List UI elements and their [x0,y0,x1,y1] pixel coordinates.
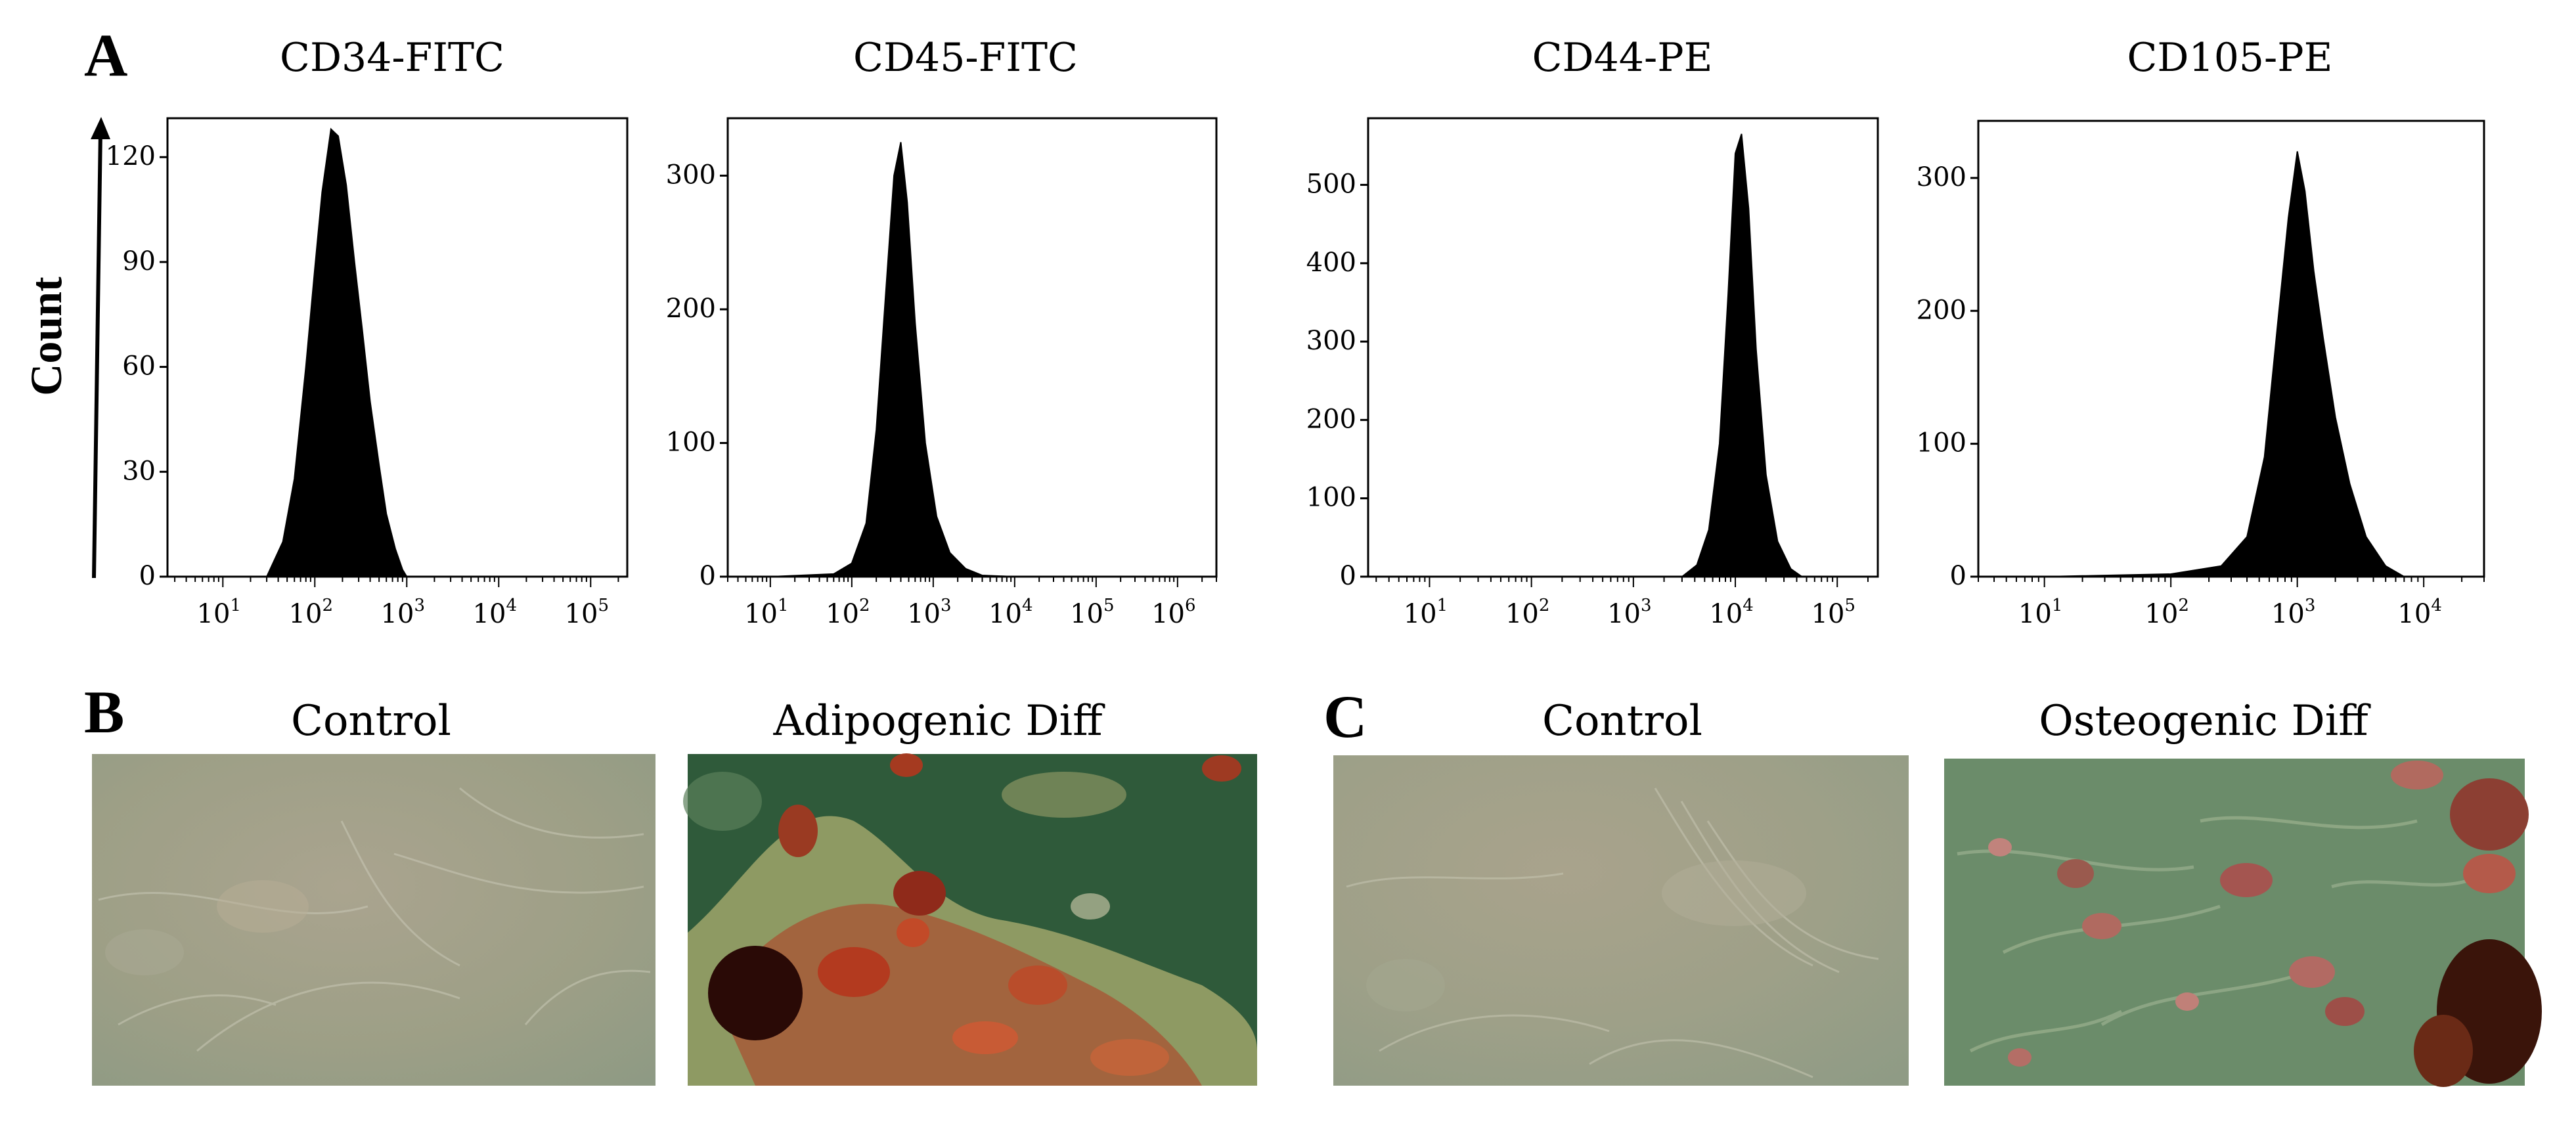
histogram-cd44-pe: CD44-PE 0 100 200 300 400 500 101 102 103 104 105 [1306,35,1879,629]
y-tick-label: 200 [1306,404,1356,434]
micrograph-c-control [1333,755,1909,1086]
x-tick-label: 102 [826,596,870,629]
chart-title: CD105-PE [2127,35,2333,81]
x-tick-label: 101 [744,596,788,629]
photo-title-c-control: Control [1542,697,1702,745]
panel-b-letter: B [84,678,124,745]
x-tick-label: 102 [1505,596,1549,629]
panel-c-letter: C [1323,683,1367,750]
count-axis-arrowhead [91,117,110,139]
plot-frame [1977,120,2485,578]
y-tick-label: 100 [1306,483,1356,513]
y-tick-label: 100 [666,427,716,457]
y-tick-label: 0 [1340,561,1356,591]
x-tick-label: 102 [2144,596,2188,629]
x-tick-label: 104 [1709,596,1753,629]
y-tick-label: 400 [1306,248,1356,278]
y-tick-label: 120 [106,141,156,171]
y-tick-label: 300 [666,160,716,190]
histogram-area [770,142,1015,577]
x-tick-label: 105 [1070,596,1114,629]
y-tick-label: 60 [122,351,156,382]
x-tick-label: 101 [1404,596,1448,629]
chart-title: CD44-PE [1532,35,1713,81]
photo-title-b-adipogenic: Adipogenic Diff [772,697,1105,745]
plot-frame [1367,117,1879,578]
photo-title-b-control: Control [291,697,451,745]
histogram-cd45-fitc: CD45-FITC 0 100 200 300 101 102 103 104 105 106 [666,35,1218,629]
x-tick-label: 103 [1607,596,1651,629]
x-tick-label: 104 [473,596,517,629]
x-tick-label: 104 [2397,596,2441,629]
micrograph-b-control [92,754,655,1086]
x-tick-label: 105 [565,596,609,629]
y-tick-label: 90 [122,246,156,277]
photo-title-c-osteogenic: Osteogenic Diff [2039,697,2371,745]
plot-frame [166,117,629,578]
count-axis-arrow [92,131,102,579]
x-tick-label: 103 [2271,596,2315,629]
panel-a-letter: A [84,22,127,89]
y-tick-label: 0 [1950,561,1966,591]
histogram-cd34-fitc: CD34-FITC 0 30 60 90 120 101 102 103 104 105 [106,35,629,629]
histogram-area [1680,133,1804,577]
y-tick-label: 300 [1306,326,1356,356]
histogram-cd105-pe: CD105-PE 0 100 200 300 101 102 103 104 [1917,35,2485,629]
y-tick-label: 200 [666,294,716,324]
y-tick-label: 300 [1917,162,1966,192]
x-tick-label: 103 [381,596,425,629]
y-tick-label: 0 [139,561,156,591]
chart-title: CD34-FITC [280,35,504,81]
x-tick-label: 103 [907,596,951,629]
micrograph-c-osteogenic [1944,759,2542,1087]
y-tick-label: 100 [1917,428,1966,458]
y-tick-label: 30 [122,456,156,486]
y-tick-label: 0 [700,561,716,591]
y-tick-label: 500 [1306,169,1356,199]
histogram-area [265,127,409,577]
chart-title: CD45-FITC [853,35,1078,81]
x-tick-label: 102 [289,596,333,629]
histogram-area [2044,151,2407,577]
x-tick-label: 106 [1151,596,1195,629]
x-tick-label: 101 [2018,596,2062,629]
y-tick-label: 200 [1917,295,1966,325]
x-tick-label: 104 [988,596,1033,629]
count-axis-label: Count [21,277,71,396]
plot-frame [726,117,1218,578]
x-tick-label: 101 [197,596,241,629]
x-tick-label: 105 [1811,596,1855,629]
micrograph-b-adipogenic [683,753,1257,1086]
